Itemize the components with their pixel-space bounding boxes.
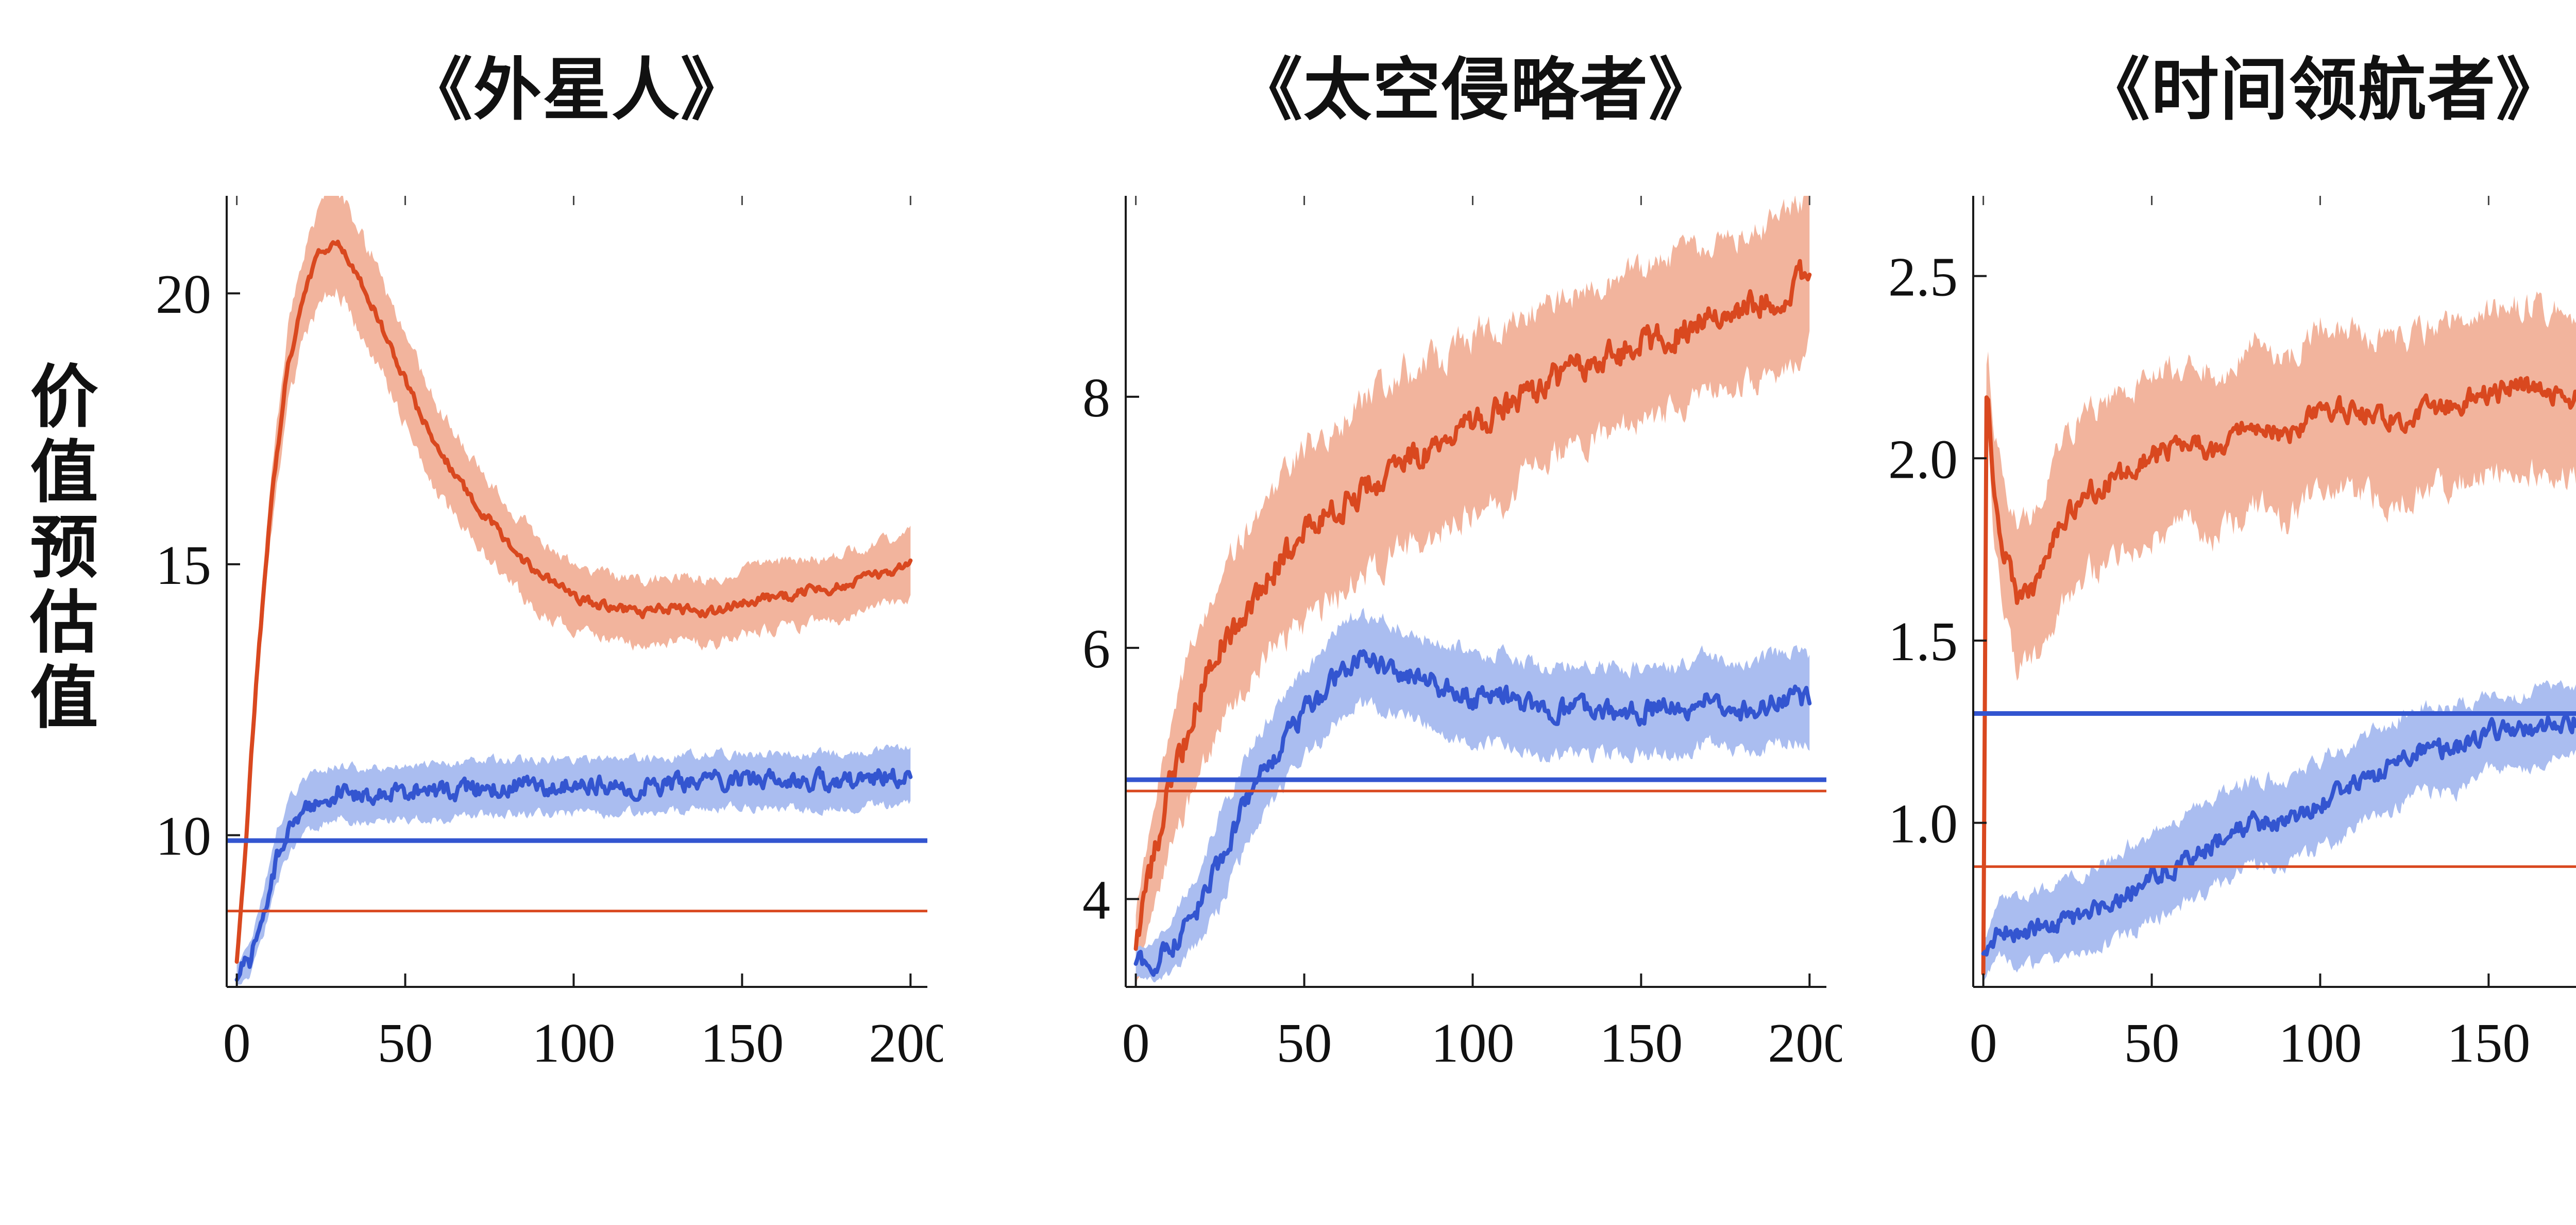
plot-space-invaders: 4 6 8 0 50 100 150 200 bbox=[1082, 196, 1842, 1074]
x-axis-label: 迭代轮次（百万） bbox=[2524, 1108, 2576, 1212]
y-axis-label: 价值预估值 bbox=[21, 361, 96, 737]
y-tick-label: 2.5 bbox=[1888, 247, 1958, 308]
x-tick-label: 100 bbox=[532, 1013, 615, 1074]
chart-title-time-pilot: 《时间领航者》 bbox=[2082, 52, 2565, 128]
series-line-深度Q网络预估值 bbox=[234, 240, 913, 964]
series-band-深度Q网络预估值 bbox=[1136, 196, 1810, 986]
y-tick-label: 6 bbox=[1082, 618, 1110, 680]
x-tick-label: 50 bbox=[1277, 1013, 1332, 1074]
series-line-深度Q网络预估值 bbox=[1133, 259, 1812, 951]
x-tick-label: 100 bbox=[1431, 1013, 1514, 1074]
x-tick-label: 50 bbox=[2124, 1013, 2180, 1074]
y-tick-label: 20 bbox=[156, 264, 211, 325]
y-tick-label: 1.0 bbox=[1888, 794, 1958, 855]
y-tick-label: 4 bbox=[1082, 869, 1110, 931]
series-band-深度Q网络预估值 bbox=[236, 196, 911, 978]
y-tick-label: 10 bbox=[156, 806, 211, 867]
plot-time-pilot: 1.01.52.02.5050100150200 bbox=[1888, 196, 2576, 1074]
x-tick-label: 200 bbox=[869, 1013, 943, 1074]
series-band-双深度Q网络预估值 bbox=[236, 744, 911, 987]
y-tick-label: 2.0 bbox=[1888, 429, 1958, 490]
x-tick-label: 0 bbox=[1122, 1013, 1150, 1074]
x-tick-label: 0 bbox=[1970, 1013, 1997, 1074]
x-tick-label: 0 bbox=[223, 1013, 251, 1074]
series-line-深度Q网络预估值 bbox=[1981, 376, 2576, 976]
x-tick-label: 200 bbox=[1768, 1013, 1842, 1074]
x-tick-label: 150 bbox=[2447, 1013, 2530, 1074]
y-tick-label: 8 bbox=[1082, 367, 1110, 429]
series-band-双深度Q网络预估值 bbox=[1983, 680, 2576, 983]
series-line-双深度Q网络预估值 bbox=[234, 766, 913, 982]
x-tick-label: 150 bbox=[1599, 1013, 1683, 1074]
y-tick-label: 15 bbox=[156, 535, 211, 596]
series-line-双深度Q网络预估值 bbox=[1981, 714, 2576, 957]
chart-title-alien: 《外星人》 bbox=[404, 52, 750, 128]
series-band-深度Q网络预估值 bbox=[1983, 291, 2576, 984]
x-tick-label: 50 bbox=[378, 1013, 433, 1074]
x-tick-label: 100 bbox=[2278, 1013, 2362, 1074]
series-line-双深度Q网络预估值 bbox=[1133, 649, 1812, 977]
x-tick-label: 150 bbox=[700, 1013, 784, 1074]
chart-title-space-invaders: 《太空侵略者》 bbox=[1234, 52, 1718, 128]
y-tick-label: 1.5 bbox=[1888, 611, 1958, 673]
